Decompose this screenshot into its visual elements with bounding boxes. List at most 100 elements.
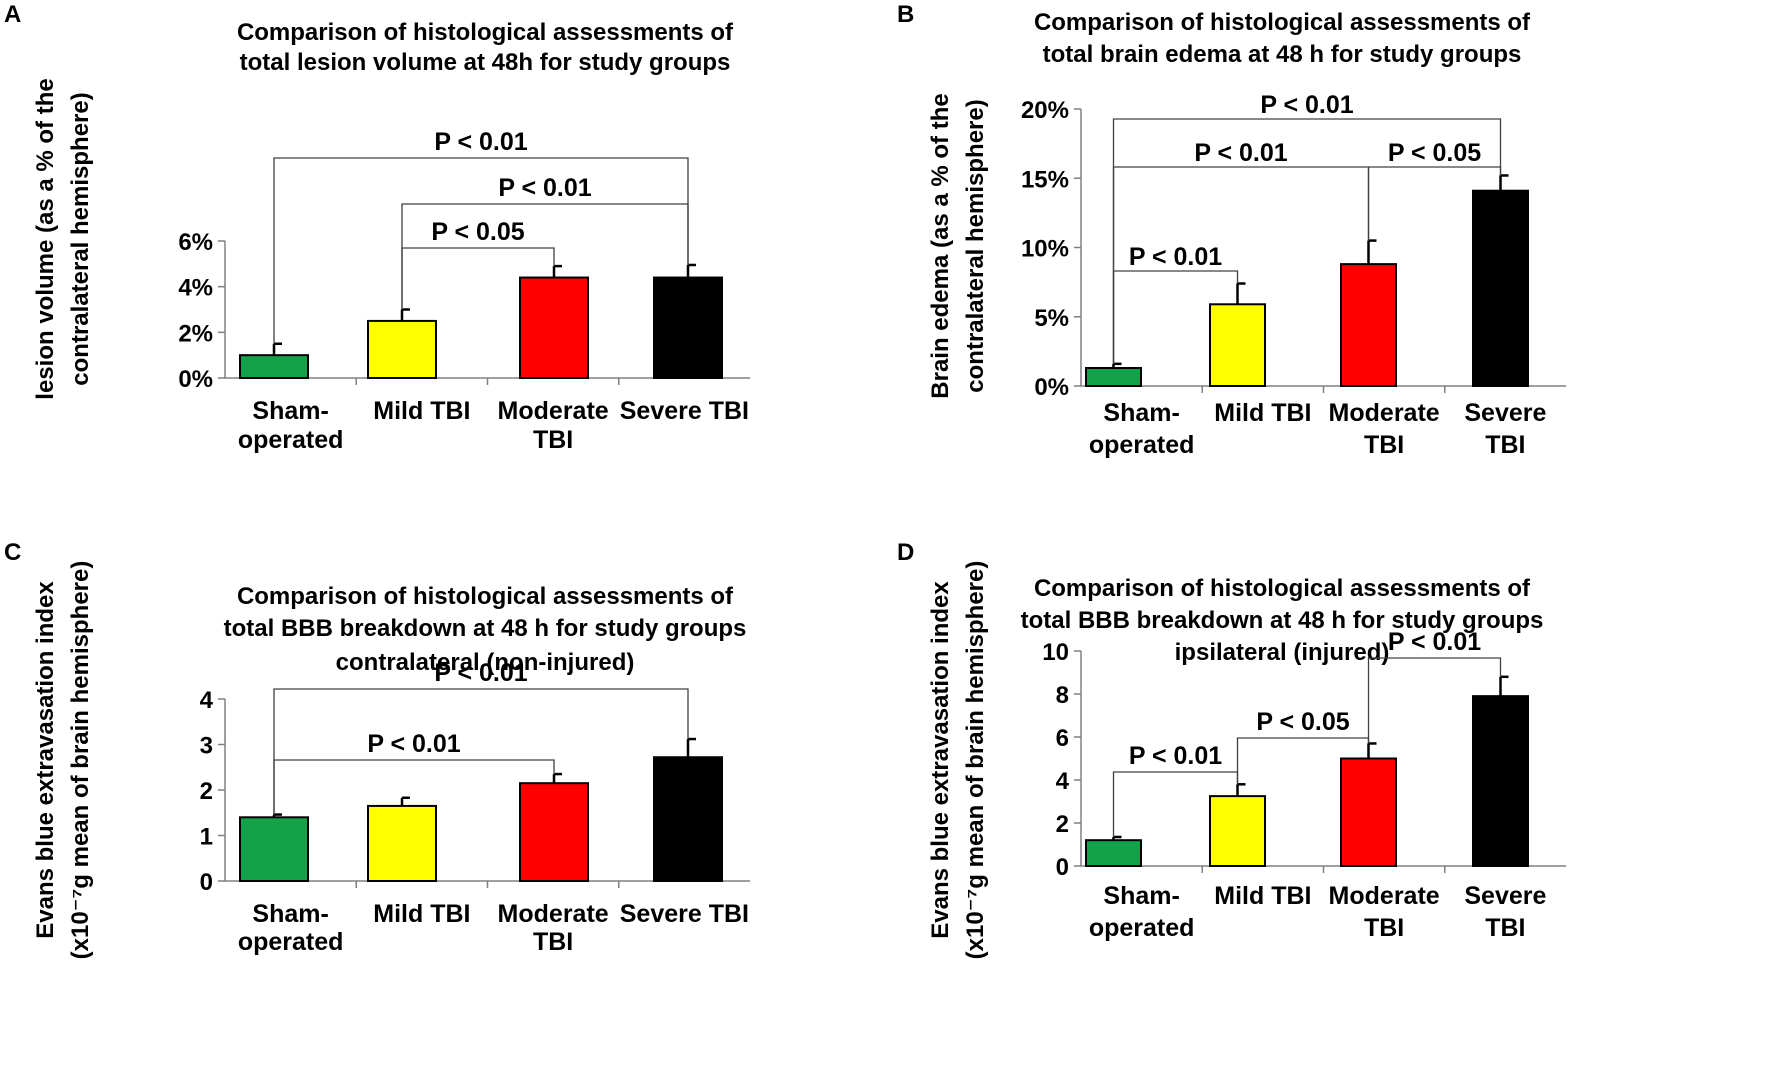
y-tick-label: 3 bbox=[200, 733, 213, 760]
significance-bracket bbox=[401, 247, 555, 310]
chart-title: contralateral (non-injured) bbox=[336, 649, 635, 676]
significance-bracket bbox=[1236, 737, 1370, 785]
bar-3 bbox=[653, 276, 723, 379]
y-tick-label: 2 bbox=[200, 778, 213, 805]
category-label: Mild TBI bbox=[373, 900, 470, 928]
category-label: operated bbox=[1089, 914, 1195, 942]
significance-bracket bbox=[1112, 270, 1239, 364]
category-label: Mild TBI bbox=[1214, 399, 1311, 427]
y-axis-label-line: lesion volume (as a % of the bbox=[32, 78, 59, 399]
category-label: Severe bbox=[1464, 399, 1546, 427]
category-label: Moderate bbox=[498, 900, 609, 928]
category-label: Mild TBI bbox=[1214, 882, 1311, 910]
significance-label: P < 0.05 bbox=[1388, 139, 1481, 167]
y-tick-label: 1 bbox=[200, 824, 213, 851]
significance-bracket bbox=[1367, 657, 1502, 744]
y-tick-label: 6% bbox=[178, 229, 213, 256]
bar-2 bbox=[1340, 757, 1397, 867]
category-label: Severe bbox=[1464, 882, 1546, 910]
category-label: Moderate bbox=[1329, 399, 1440, 427]
bar-0 bbox=[1085, 839, 1142, 868]
significance-label: P < 0.01 bbox=[1388, 628, 1481, 656]
y-tick-label: 0% bbox=[1034, 374, 1069, 401]
significance-label: P < 0.01 bbox=[1194, 139, 1287, 167]
y-tick-label: 8 bbox=[1056, 682, 1069, 709]
bar-3 bbox=[1472, 695, 1529, 868]
y-tick-label: 4 bbox=[1056, 768, 1070, 795]
category-label: operated bbox=[1089, 431, 1195, 459]
y-axis-label-line: (x10⁻⁷g mean of brain hemisphere) bbox=[67, 561, 94, 960]
category-label: operated bbox=[238, 928, 344, 956]
chart-title: total lesion volume at 48h for study gro… bbox=[240, 49, 731, 76]
y-tick-label: 2% bbox=[178, 320, 213, 347]
y-axis-label-line: (x10⁻⁷g mean of brain hemisphere) bbox=[962, 561, 989, 960]
bar-3 bbox=[653, 756, 723, 882]
chart-title: ipsilateral (injured) bbox=[1175, 639, 1390, 666]
category-label: Moderate bbox=[498, 397, 609, 425]
y-tick-label: 0 bbox=[200, 869, 213, 896]
y-axis-label: lesion volume (as a % of the contralatera… bbox=[32, 78, 94, 399]
y-tick-label: 10 bbox=[1042, 639, 1069, 666]
y-tick-label: 4% bbox=[178, 275, 213, 302]
panel-label: B bbox=[897, 1, 914, 28]
significance-label: P < 0.05 bbox=[431, 218, 524, 246]
chart-title: total brain edema at 48 h for study grou… bbox=[1043, 41, 1522, 68]
significance-bracket bbox=[1367, 166, 1502, 241]
chart-title: total BBB breakdown at 48 h for study gr… bbox=[1021, 607, 1544, 634]
category-label: TBI bbox=[1364, 431, 1404, 459]
y-tick-label: 2 bbox=[1056, 811, 1069, 838]
y-axis-label: Brain edema (as a % of the contralateral … bbox=[927, 93, 989, 398]
bar-2 bbox=[1340, 263, 1397, 387]
bar-0 bbox=[239, 354, 309, 379]
y-tick-label: 0% bbox=[178, 366, 213, 393]
significance-label: P < 0.01 bbox=[498, 174, 591, 202]
panel-d: D Comparison of histological assessments … bbox=[897, 539, 1566, 959]
category-label: Sham- bbox=[1103, 399, 1179, 427]
y-tick-label: 10% bbox=[1021, 236, 1069, 263]
bar-1 bbox=[367, 804, 437, 882]
category-label: Sham- bbox=[252, 397, 328, 425]
y-axis-label-line: Brain edema (as a % of the bbox=[927, 93, 954, 398]
chart-title: Comparison of histological assessments o… bbox=[237, 19, 734, 46]
category-label: Sham- bbox=[252, 900, 328, 928]
significance-bracket bbox=[273, 688, 689, 815]
chart-title: Comparison of histological assessments o… bbox=[1034, 9, 1531, 36]
category-label: TBI bbox=[533, 426, 573, 454]
y-axis-label-line: Evans blue extravasation index bbox=[927, 581, 954, 939]
panel-label: C bbox=[4, 539, 21, 566]
y-tick-label: 15% bbox=[1021, 166, 1069, 193]
bar-1 bbox=[367, 319, 437, 379]
y-axis-label: Evans blue extravasation index (x10⁻⁷g me… bbox=[927, 561, 989, 960]
bar-1 bbox=[1209, 303, 1266, 387]
bar-1 bbox=[1209, 795, 1266, 867]
category-label: Sham- bbox=[1103, 882, 1179, 910]
panel-b: B Comparison of histological assessments … bbox=[897, 1, 1566, 459]
panel-c: C Comparison of histological assessments … bbox=[4, 539, 750, 959]
bar-3 bbox=[1472, 189, 1529, 387]
category-label: TBI bbox=[1485, 431, 1525, 459]
bar-0 bbox=[239, 816, 309, 882]
y-tick-label: 5% bbox=[1034, 305, 1069, 332]
significance-bracket bbox=[1112, 771, 1239, 837]
y-tick-label: 0 bbox=[1056, 854, 1069, 881]
bar-2 bbox=[519, 782, 589, 882]
category-label: TBI bbox=[1364, 914, 1404, 942]
y-axis-label-line: Evans blue extravasation index bbox=[32, 581, 59, 939]
significance-label: P < 0.01 bbox=[1260, 91, 1353, 119]
panel-label: D bbox=[897, 539, 914, 566]
significance-label: P < 0.01 bbox=[434, 659, 527, 687]
category-label: operated bbox=[238, 426, 344, 454]
category-label: Moderate bbox=[1329, 882, 1440, 910]
chart-title: total BBB breakdown at 48 h for study gr… bbox=[224, 615, 747, 642]
significance-bracket bbox=[273, 157, 689, 344]
significance-label: P < 0.05 bbox=[1256, 708, 1349, 736]
y-axis-label-line: contralateral hemisphere) bbox=[962, 99, 989, 392]
y-axis-label: Evans blue extravasation index (x10⁻⁷g me… bbox=[32, 561, 94, 960]
category-label: TBI bbox=[1485, 914, 1525, 942]
significance-label: P < 0.01 bbox=[1129, 243, 1222, 271]
y-axis-label-line: contralateral hemisphere) bbox=[67, 92, 94, 385]
category-label: TBI bbox=[533, 928, 573, 956]
y-tick-label: 6 bbox=[1056, 725, 1069, 752]
category-label: Severe TBI bbox=[620, 397, 749, 425]
